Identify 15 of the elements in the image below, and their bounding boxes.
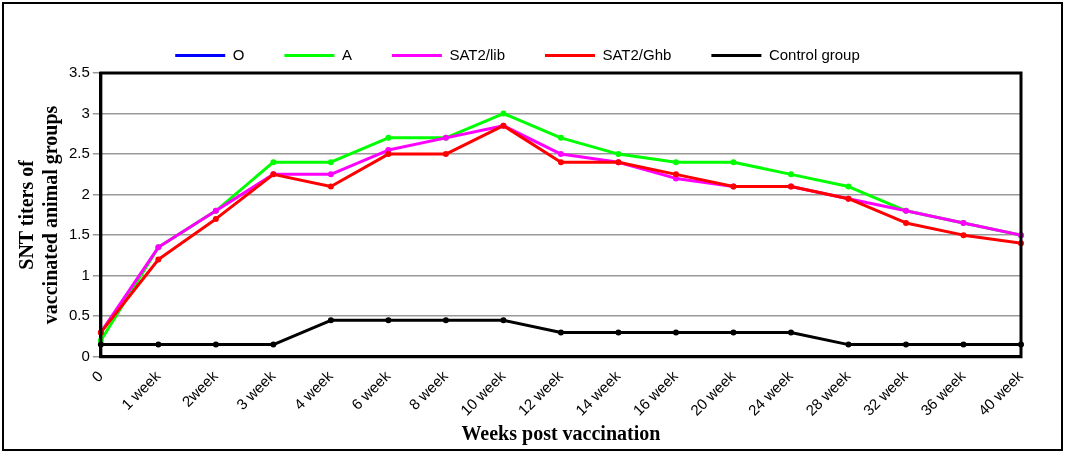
x-axis-title: Weeks post vaccination bbox=[461, 422, 661, 446]
legend-label: O bbox=[232, 45, 245, 63]
y-tick-label: 2.5 bbox=[68, 144, 90, 162]
y-tick-label: 0 bbox=[81, 346, 90, 364]
y-axis-title: SNT titers of vaccinated animal groups bbox=[15, 105, 63, 325]
y-tick-label: 2 bbox=[81, 184, 90, 202]
legend-label: Control group bbox=[768, 45, 860, 63]
legend-label: SAT2/Ghb bbox=[602, 45, 672, 63]
legend-label: SAT2/lib bbox=[449, 45, 505, 63]
y-tick-label: 3.5 bbox=[68, 63, 90, 81]
y-tick-label: 0.5 bbox=[68, 306, 90, 324]
y-tick-label: 1 bbox=[81, 265, 90, 283]
legend-label: A bbox=[341, 45, 352, 63]
y-tick-label: 3 bbox=[81, 103, 90, 121]
y-tick-label: 1.5 bbox=[68, 225, 90, 243]
